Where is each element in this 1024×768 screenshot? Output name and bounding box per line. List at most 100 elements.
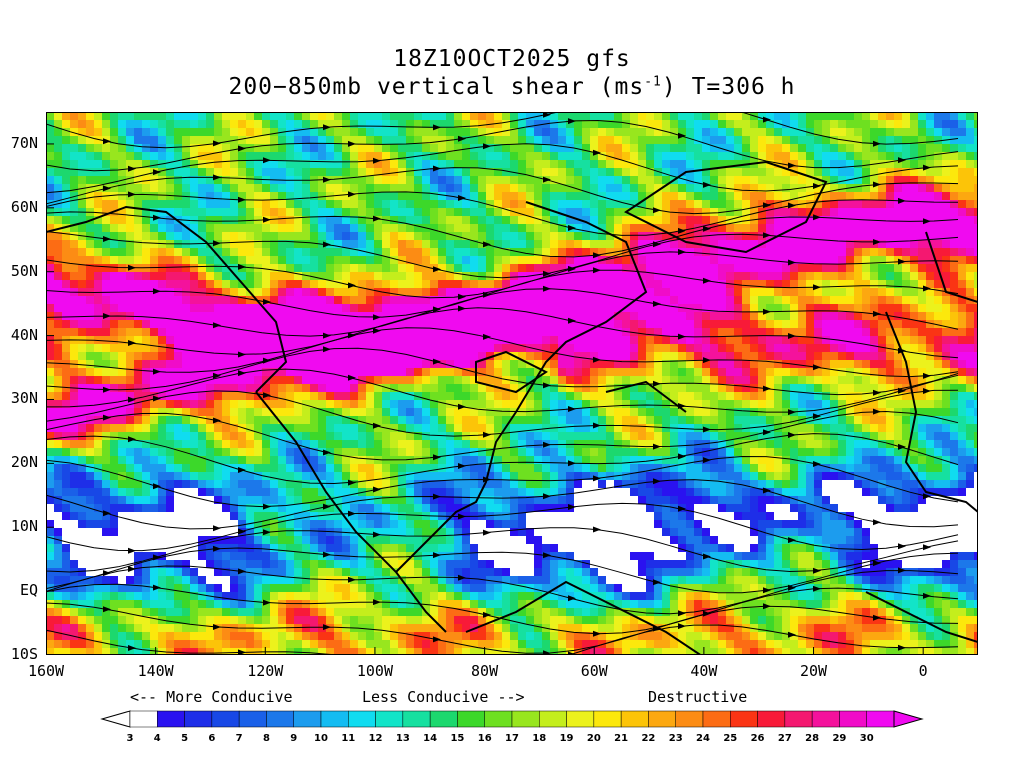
stream-arrow <box>323 551 331 558</box>
streamline <box>46 565 959 615</box>
stream-arrow <box>238 568 246 575</box>
map-title-line2: 200−850mb vertical shear (ms-1) T=306 h <box>0 74 1024 100</box>
streamline <box>46 112 959 149</box>
stream-arrow <box>678 610 686 617</box>
stream-arrow <box>373 531 381 538</box>
stream-arrow <box>263 392 271 399</box>
stream-arrow <box>543 176 551 183</box>
streamlines <box>46 112 959 655</box>
stream-arrow <box>873 560 881 567</box>
stream-arrow <box>103 414 111 421</box>
streamline <box>46 230 959 279</box>
stream-arrow <box>788 584 796 591</box>
stream-arrow <box>103 606 111 613</box>
lon-label: 40W <box>690 662 718 680</box>
stream-arrow <box>813 214 821 221</box>
streamline <box>46 527 959 573</box>
stream-arrow <box>703 553 711 560</box>
colorbar-swatch <box>375 710 404 728</box>
stream-arrow <box>128 436 136 443</box>
stream-arrow <box>153 554 161 561</box>
stream-arrow <box>543 441 551 448</box>
streamline <box>46 251 959 299</box>
colorbar-level-label: 14 <box>423 733 438 744</box>
colorbar-swatch <box>839 710 867 728</box>
streamline <box>46 410 959 461</box>
stream-arrow <box>323 176 331 183</box>
stream-arrow <box>103 386 111 393</box>
stream-arrow <box>788 631 796 638</box>
streamline <box>46 368 959 413</box>
stream-arrow <box>763 587 771 594</box>
coastlines <box>46 160 978 655</box>
lon-label: 160W <box>27 662 65 680</box>
stream-arrow <box>678 249 686 255</box>
colorbar-level-label: 3 <box>126 733 134 744</box>
stream-arrow <box>458 574 466 581</box>
colorbar-swatch <box>157 710 185 728</box>
stream-arrow <box>703 225 711 232</box>
stream-arrow <box>568 504 576 510</box>
stream-arrow <box>923 164 931 171</box>
colorbar-level-label: 6 <box>208 733 216 744</box>
stream-arrow <box>543 270 551 277</box>
lon-label: 140W <box>137 662 174 680</box>
stream-arrow <box>433 552 441 559</box>
colorbar-level-label: 21 <box>614 733 629 744</box>
stream-arrow <box>678 227 686 234</box>
coastline <box>624 160 828 254</box>
stream-arrow <box>678 453 686 460</box>
lat-label: 50N <box>10 261 38 280</box>
stream-arrow <box>433 266 441 273</box>
stream-arrow <box>238 351 246 358</box>
stream-arrow <box>703 277 711 284</box>
streamline-arrows <box>103 112 931 655</box>
stream-arrow <box>483 333 491 340</box>
stream-arrow <box>813 183 821 189</box>
stream-arrow <box>433 358 441 365</box>
stream-arrow <box>238 649 246 655</box>
stream-arrow <box>898 258 906 265</box>
stream-arrow <box>128 566 136 572</box>
colorbar-level-label: 12 <box>368 733 383 744</box>
stream-arrow <box>813 567 821 574</box>
stream-arrow <box>263 216 271 223</box>
stream-arrow <box>238 467 246 473</box>
colorbar-level-label: 16 <box>477 733 492 744</box>
colorbar-level-label: 10 <box>314 733 328 744</box>
stream-arrow <box>653 443 661 450</box>
lon-label: 60W <box>580 662 608 680</box>
stream-arrow <box>593 267 601 274</box>
colorbar-swatch <box>648 710 676 728</box>
stream-arrow <box>593 422 601 429</box>
stream-arrow <box>458 403 466 410</box>
axis-ticks <box>46 143 924 655</box>
stream-arrow <box>433 636 441 643</box>
stream-arrow <box>323 332 331 339</box>
color-bar <box>100 710 924 728</box>
stream-arrow <box>923 372 931 379</box>
stream-arrow <box>433 165 441 172</box>
stream-arrow <box>213 417 221 424</box>
stream-arrow <box>703 610 711 617</box>
title-suffix: ) T=306 h <box>661 74 796 100</box>
stream-arrow <box>873 310 881 317</box>
stream-arrow <box>458 135 466 142</box>
stream-arrow <box>653 300 661 307</box>
stream-arrow <box>238 145 246 152</box>
stream-arrow <box>898 543 906 550</box>
more-conducive-label: <-- More Conducive <box>130 688 293 706</box>
stream-arrow <box>593 149 601 156</box>
stream-arrow <box>213 322 221 329</box>
stream-arrow <box>238 370 246 377</box>
colorbar-swatch <box>566 710 595 728</box>
stream-arrow <box>568 595 576 602</box>
stream-arrow <box>323 241 331 248</box>
colorbar-swatch <box>511 710 540 728</box>
streamline <box>46 389 959 437</box>
stream-arrow <box>763 232 771 239</box>
stream-arrow <box>483 291 491 298</box>
streamline <box>46 119 959 172</box>
stream-arrow <box>593 252 601 259</box>
stream-arrow <box>543 112 551 118</box>
